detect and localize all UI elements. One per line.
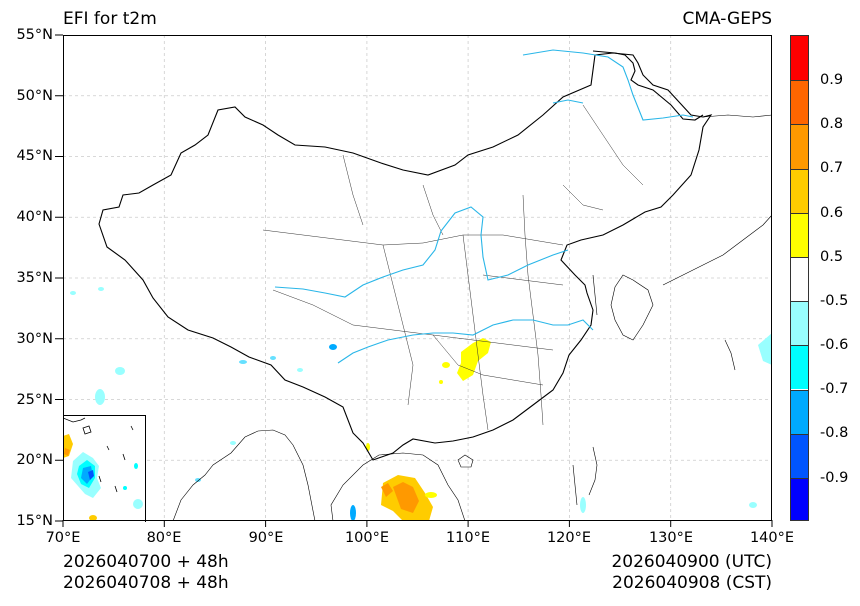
coastlines (172, 114, 772, 521)
x-tick-70e: 70°E (45, 530, 81, 546)
colorbar-label-0.7: 0.7 (820, 160, 844, 176)
colorbar-seg-0.5-0.6 (791, 212, 808, 257)
colorbar-seg-0.8-0.9 (791, 80, 808, 125)
colorbar-label-0.5: 0.5 (820, 249, 844, 265)
colorbar-label-0.6: 0.6 (820, 205, 844, 221)
y-tick-15n: 15°N (16, 513, 53, 529)
valid-time-utc: 2026040900 (UTC) (611, 552, 772, 572)
plot-frame (63, 35, 772, 521)
valid-time-cst: 2026040908 (CST) (612, 573, 772, 593)
colorbar-label-neg0.5: -0.5 (820, 293, 849, 309)
colorbar-seg-0.6-0.7 (791, 168, 808, 213)
model-name: CMA-GEPS (682, 9, 772, 29)
map-title: EFI for t2m (63, 9, 157, 29)
colorbar-seg-neg0.9-1.0 (791, 477, 808, 520)
x-tick-100e: 100°E (344, 530, 390, 546)
x-tick-130e: 130°E (648, 530, 694, 546)
gridlines (63, 35, 772, 521)
colorbar-label-neg0.6: -0.6 (820, 337, 849, 353)
map-canvas (63, 35, 772, 521)
country-borders (98, 50, 713, 461)
valid-time-block: 2026040900 (UTC) 2026040908 (CST) (611, 552, 772, 594)
colorbar-seg-neg0.5-0.6 (791, 301, 808, 346)
x-tick-80e: 80°E (146, 530, 182, 546)
y-tick-55n: 55°N (16, 27, 53, 43)
x-tick-140e: 140°E (749, 530, 795, 546)
efi-shading (70, 287, 772, 521)
init-time-cst: 2026040708 + 48h (63, 573, 229, 593)
y-tick-30n: 30°N (16, 331, 53, 347)
y-tick-45n: 45°N (16, 148, 53, 164)
colorbar-label-0.9: 0.9 (820, 72, 844, 88)
y-tick-20n: 20°N (16, 452, 53, 468)
colorbar-seg-0.7-0.8 (791, 124, 808, 169)
y-tick-50n: 50°N (16, 88, 53, 104)
colorbar-seg-neg0.7-0.8 (791, 389, 808, 434)
colorbar-label-neg0.7: -0.7 (820, 381, 849, 397)
y-tick-40n: 40°N (16, 209, 53, 225)
colorbar-label-0.8: 0.8 (820, 116, 844, 132)
south-china-sea-inset (63, 415, 146, 522)
x-tick-110e: 110°E (445, 530, 491, 546)
x-tick-marks (62, 520, 773, 527)
y-tick-marks (55, 34, 63, 522)
init-time-utc: 2026040700 + 48h (63, 552, 229, 572)
inset-map (63, 416, 145, 522)
y-tick-25n: 25°N (16, 392, 53, 408)
province-borders (262, 104, 644, 431)
colorbar-seg-0.9-1.0 (791, 36, 808, 81)
colorbar-seg-neutral (791, 256, 808, 302)
colorbar-seg-neg0.6-0.7 (791, 345, 808, 390)
colorbar-label-neg0.9: -0.9 (820, 470, 849, 486)
colorbar-label-neg0.8: -0.8 (820, 425, 849, 441)
map-plot (63, 35, 772, 521)
colorbar (790, 35, 809, 521)
colorbar-seg-neg0.8-0.9 (791, 433, 808, 478)
y-tick-35n: 35°N (16, 270, 53, 286)
init-time-block: 2026040700 + 48h 2026040708 + 48h (63, 552, 229, 594)
rivers (274, 49, 694, 364)
x-tick-120e: 120°E (546, 530, 592, 546)
x-tick-90e: 90°E (248, 530, 284, 546)
